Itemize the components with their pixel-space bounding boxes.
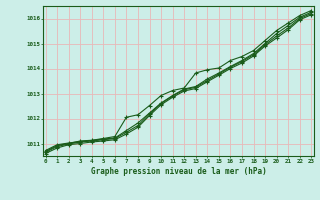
X-axis label: Graphe pression niveau de la mer (hPa): Graphe pression niveau de la mer (hPa)	[91, 167, 266, 176]
